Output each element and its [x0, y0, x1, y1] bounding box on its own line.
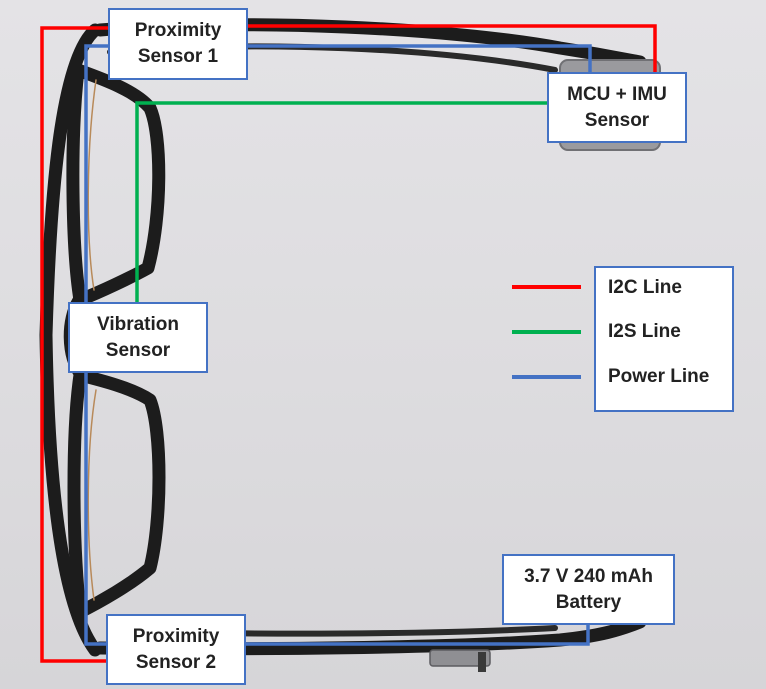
- label-proximity-sensor-1: Proximity Sensor 1: [108, 8, 248, 80]
- label-proximity-sensor-2: Proximity Sensor 2: [106, 614, 246, 685]
- label-proximity-sensor-1-line2: Sensor 1: [137, 46, 219, 67]
- legend-label-power: Power Line: [608, 366, 710, 387]
- label-vibration-sensor-line1: Vibration: [97, 313, 179, 335]
- lens-wire-1: [87, 79, 97, 291]
- label-proximity-sensor-1-line1: Proximity: [134, 20, 222, 41]
- i2s-wire: [135, 101, 547, 302]
- label-mcu-imu-sensor-line2: Sensor: [584, 109, 650, 131]
- legend-label-i2c: I2C Line: [608, 277, 682, 298]
- lens-rim-2: [67, 368, 166, 619]
- switch-hardware: [429, 649, 491, 667]
- switch-knob: [478, 652, 486, 672]
- label-battery: 3.7 V 240 mAh Battery: [502, 554, 675, 625]
- label-mcu-imu-sensor-line1: MCU + IMU: [567, 83, 667, 105]
- lens-rim-1: [66, 63, 166, 307]
- label-proximity-sensor-2-line2: Sensor 2: [135, 651, 217, 673]
- legend: [594, 266, 734, 412]
- lens-wire-2: [87, 389, 97, 601]
- power-wire: [246, 44, 592, 72]
- label-proximity-sensor-2-line1: Proximity: [132, 625, 220, 647]
- label-battery-line1: 3.7 V 240 mAh: [524, 565, 653, 587]
- label-vibration-sensor: Vibration Sensor: [68, 302, 208, 373]
- label-mcu-imu-sensor: MCU + IMU Sensor: [547, 72, 687, 143]
- label-vibration-sensor-line2: Sensor: [105, 339, 171, 361]
- i2c-wire: [108, 24, 657, 80]
- i2c-wire-left: [40, 26, 108, 663]
- legend-label-i2s: I2S Line: [608, 321, 681, 342]
- front-rim-outer: [39, 23, 102, 657]
- label-battery-line2: Battery: [555, 591, 622, 613]
- power-wire-bottom: [246, 625, 590, 646]
